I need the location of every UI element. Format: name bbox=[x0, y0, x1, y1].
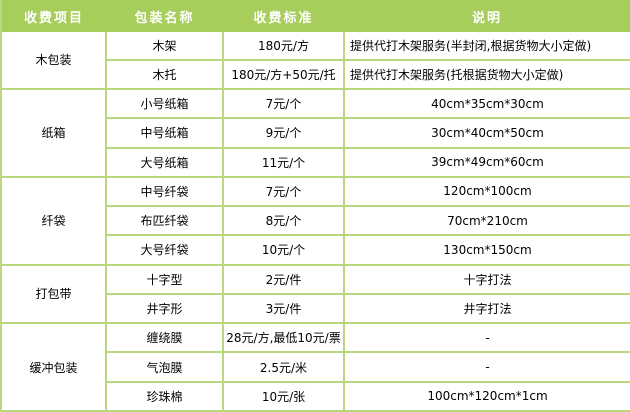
description-cell: 40cm*35cm*30cm bbox=[343, 87, 630, 120]
package-name-cell: 缠绕膜 bbox=[105, 322, 224, 354]
table-row: 中号纸箱 9元/个 30cm*40cm*50cm bbox=[1, 117, 630, 149]
price-cell: 11元/个 bbox=[222, 146, 345, 178]
description-cell: 39cm*49cm*60cm bbox=[343, 146, 630, 178]
price-cell: 9元/个 bbox=[222, 117, 345, 149]
price-cell: 7元/个 bbox=[222, 175, 345, 208]
package-name-cell: 中号纸箱 bbox=[105, 117, 224, 149]
charge-item-cell: 木包装 bbox=[0, 32, 107, 90]
price-cell: 8元/个 bbox=[222, 205, 345, 237]
table-row: 纸箱 小号纸箱 7元/个 40cm*35cm*30cm bbox=[0, 87, 630, 178]
price-cell: 3元/件 bbox=[222, 292, 345, 325]
table-row: 珍珠棉 10元/张 100cm*120cm*1cm bbox=[1, 380, 630, 412]
price-cell: 180元/方+50元/托 bbox=[222, 58, 345, 90]
table-row: 打包带 十字型 2元/件 十字打法 bbox=[0, 263, 630, 325]
package-name-cell: 气泡膜 bbox=[105, 351, 224, 383]
package-name-cell: 十字型 bbox=[105, 263, 224, 295]
price-cell: 28元/方,最低10元/票 bbox=[222, 322, 345, 354]
header-charge-item: 收费项目 bbox=[1, 0, 106, 32]
package-name-cell: 井字形 bbox=[105, 292, 224, 325]
description-cell: 十字打法 bbox=[343, 263, 630, 295]
description-cell: - bbox=[343, 351, 630, 383]
header-description: 说明 bbox=[344, 0, 630, 32]
description-cell: 提供代打木架服务(托根据货物大小定做) bbox=[343, 58, 630, 90]
table-row: 木包装 木架 180元/方 提供代打木架服务(半封闭,根据货物大小定做) bbox=[0, 32, 630, 90]
description-cell: 130cm*150cm bbox=[343, 234, 630, 266]
description-cell: 30cm*40cm*50cm bbox=[343, 117, 630, 149]
charge-item-cell: 打包带 bbox=[0, 263, 107, 325]
package-name-cell: 大号纤袋 bbox=[105, 234, 224, 266]
package-name-cell: 小号纸箱 bbox=[105, 87, 224, 120]
table-row: 缓冲包装 缠绕膜 28元/方,最低10元/票 - bbox=[0, 322, 630, 412]
price-cell: 7元/个 bbox=[222, 87, 345, 120]
price-cell: 2元/件 bbox=[222, 263, 345, 295]
description-cell: 提供代打木架服务(半封闭,根据货物大小定做) bbox=[343, 32, 630, 61]
price-cell: 10元/张 bbox=[222, 380, 345, 412]
header-row: 收费项目 包装名称 收费标准 说明 bbox=[1, 0, 630, 32]
description-cell: 70cm*210cm bbox=[343, 205, 630, 237]
package-name-cell: 木架 bbox=[105, 32, 224, 61]
price-cell: 180元/方 bbox=[222, 32, 345, 61]
description-cell: 井字打法 bbox=[343, 292, 630, 325]
charge-item-cell: 纸箱 bbox=[0, 87, 107, 178]
package-name-cell: 中号纤袋 bbox=[105, 175, 224, 208]
package-name-cell: 木托 bbox=[105, 58, 224, 90]
description-cell: - bbox=[343, 322, 630, 354]
table-row: 气泡膜 2.5元/米 - bbox=[1, 351, 630, 383]
charge-item-cell: 缓冲包装 bbox=[0, 322, 107, 412]
table-row: 井字形 3元/件 井字打法 bbox=[1, 292, 630, 325]
header-price-standard: 收费标准 bbox=[223, 0, 344, 32]
package-name-cell: 珍珠棉 bbox=[105, 380, 224, 412]
header-package-name: 包装名称 bbox=[106, 0, 223, 32]
description-cell: 120cm*100cm bbox=[343, 175, 630, 208]
price-cell: 2.5元/米 bbox=[222, 351, 345, 383]
table-row: 纤袋 中号纤袋 7元/个 120cm*100cm bbox=[0, 175, 630, 266]
package-name-cell: 大号纸箱 bbox=[105, 146, 224, 178]
charge-item-cell: 纤袋 bbox=[0, 175, 107, 266]
table-row: 大号纸箱 11元/个 39cm*49cm*60cm bbox=[1, 146, 630, 178]
table-row: 大号纤袋 10元/个 130cm*150cm bbox=[1, 234, 630, 266]
table-row: 布匹纤袋 8元/个 70cm*210cm bbox=[1, 205, 630, 237]
package-name-cell: 布匹纤袋 bbox=[105, 205, 224, 237]
price-cell: 10元/个 bbox=[222, 234, 345, 266]
description-cell: 100cm*120cm*1cm bbox=[343, 380, 630, 412]
